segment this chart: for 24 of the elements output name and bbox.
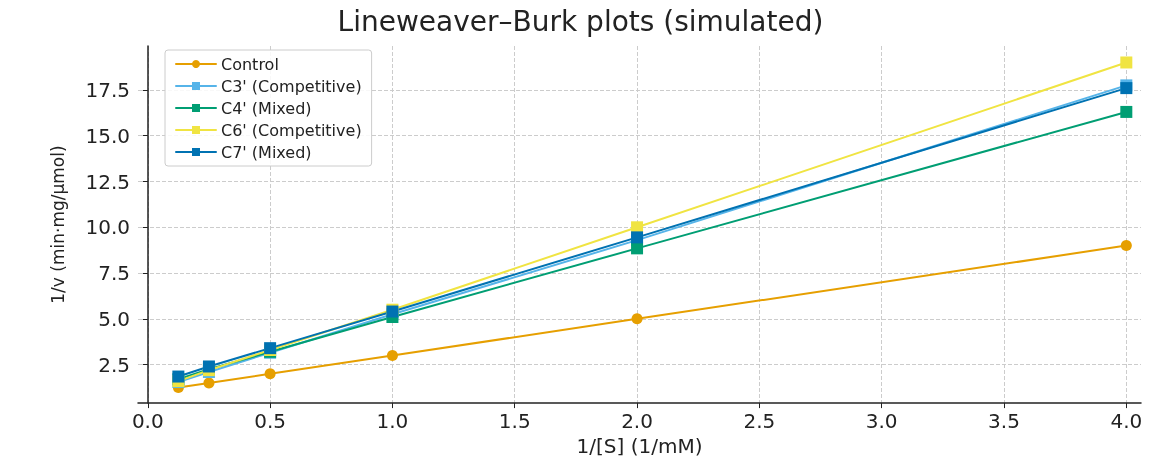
x-tick-label: 0.0 [131, 409, 164, 434]
y-tick-label: 15.0 [85, 123, 130, 148]
x-tick-label: 2.5 [743, 409, 776, 434]
legend-label: C6' (Competitive) [221, 120, 362, 140]
x-tick-label: 1.5 [498, 409, 531, 434]
y-tick-label: 5.0 [98, 306, 130, 331]
y-tick-label: 17.5 [85, 77, 130, 102]
legend-label: C7' (Mixed) [221, 142, 312, 162]
x-axis-title: 1/[S] (1/mM) [576, 434, 703, 458]
y-tick-label: 7.5 [98, 261, 130, 286]
x-tick-label: 3.0 [865, 409, 898, 434]
chart-title: Lineweaver–Burk plots (simulated) [337, 4, 824, 38]
y-tick-label: 2.5 [98, 352, 130, 377]
legend-label: Control [221, 54, 279, 74]
legend-label: C4' (Mixed) [221, 98, 312, 118]
y-tick-label: 12.5 [85, 169, 130, 194]
x-tick-label: 4.0 [1110, 409, 1143, 434]
legend-label: C3' (Competitive) [221, 76, 362, 96]
y-tick-label: 10.0 [85, 215, 130, 240]
x-tick-label: 0.5 [254, 409, 287, 434]
x-tick-label: 3.5 [988, 409, 1020, 434]
x-tick-label: 2.0 [621, 409, 653, 434]
y-axis-title: 1/v (min·mg/µmol) [47, 145, 68, 304]
x-tick-label: 1.0 [376, 409, 409, 434]
